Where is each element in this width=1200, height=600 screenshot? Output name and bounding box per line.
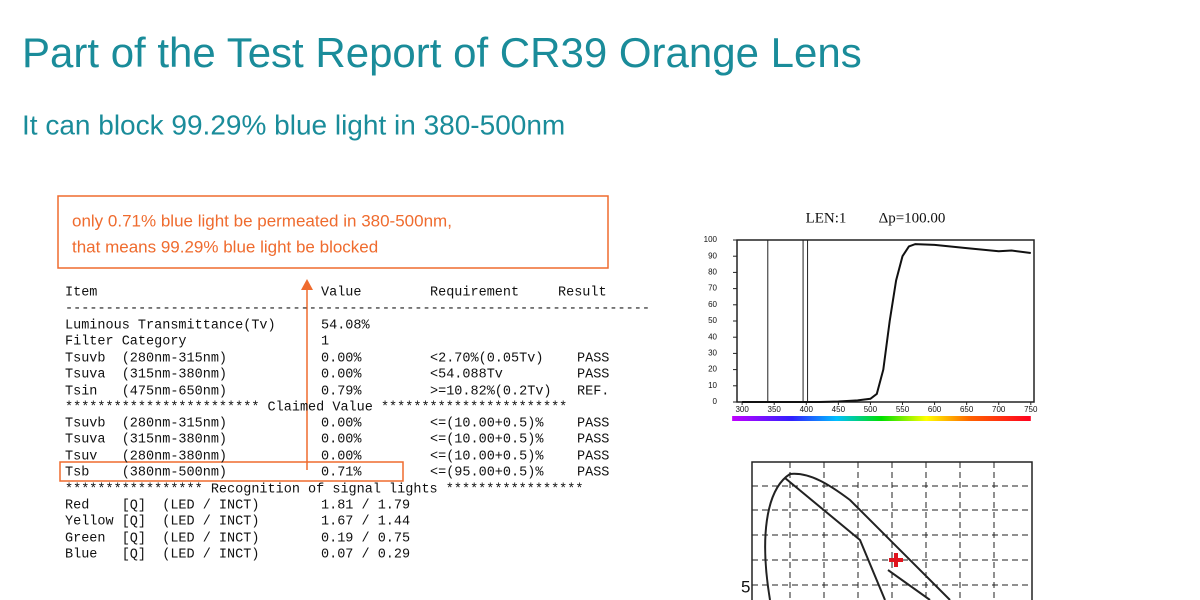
- chart-title: LEN:1: [806, 210, 847, 226]
- cell-item: Yellow [Q] (LED / INCT): [65, 515, 259, 530]
- y-tick-label: 50: [708, 316, 717, 325]
- y-tick-label: 100: [704, 235, 718, 244]
- y-tick-label: 70: [708, 284, 717, 293]
- x-tick-label: 350: [768, 405, 782, 414]
- cell-item: Green [Q] (LED / INCT): [65, 532, 259, 547]
- cell-item: Blue [Q] (LED / INCT): [65, 548, 259, 563]
- cell-requirement: <=(10.00+0.5)%: [430, 417, 544, 432]
- cell-result: PASS: [577, 352, 609, 367]
- cell-result: PASS: [577, 466, 609, 481]
- x-tick-label: 700: [992, 405, 1006, 414]
- cell-item: Tsuvb (280nm-315nm): [65, 352, 227, 367]
- cell-requirement: <=(10.00+0.5)%: [430, 433, 544, 448]
- cell-value: 0.00%: [321, 450, 362, 465]
- marker: [889, 553, 903, 567]
- cell-value: 0.79%: [321, 385, 362, 400]
- cell-item: Tsuvb (280nm-315nm): [65, 417, 227, 432]
- cell-requirement: <=(95.00+0.5)%: [430, 466, 544, 481]
- cell-value: 0.00%: [321, 368, 362, 383]
- y-tick-label: 80: [708, 268, 717, 277]
- x-tick-label: 400: [800, 405, 814, 414]
- cell-item: Tsb (380nm-500nm): [65, 466, 227, 481]
- cell-result: REF.: [577, 385, 609, 400]
- arrow-head: [301, 279, 313, 290]
- cell-result: PASS: [577, 417, 609, 432]
- diagram-label: 5: [741, 577, 750, 596]
- x-tick-label: 500: [864, 405, 878, 414]
- y-tick-label: 60: [708, 300, 717, 309]
- cell-item: Luminous Transmittance(Tv): [65, 319, 276, 334]
- y-tick-label: 40: [708, 332, 717, 341]
- title: Part of the Test Report of CR39 Orange L…: [22, 29, 862, 76]
- cell-value: 0.00%: [321, 352, 362, 367]
- callout-line: only 0.71% blue light be permeated in 38…: [72, 211, 452, 230]
- chromaticity-diagram: [751, 461, 1033, 600]
- y-tick-label: 0: [713, 397, 718, 406]
- callout-box: [57, 195, 609, 269]
- y-tick-label: 90: [708, 251, 717, 260]
- cell-result: PASS: [577, 368, 609, 383]
- cell-requirement: <=(10.00+0.5)%: [430, 450, 544, 465]
- divider: ***************** Recognition of signal …: [65, 483, 583, 498]
- cell-value: 0.71%: [321, 466, 362, 481]
- report: Item Value Requirement Result--------------…: [65, 286, 650, 563]
- cell-result: PASS: [577, 450, 609, 465]
- column-header: Item: [65, 286, 97, 301]
- column-header: Requirement: [430, 286, 519, 301]
- cell-value: 1.81 / 1.79: [321, 499, 410, 514]
- cell-result: PASS: [577, 433, 609, 448]
- chart-subtitle: Δp=100.00: [879, 210, 946, 226]
- cell-item: Red [Q] (LED / INCT): [65, 499, 259, 514]
- cell-item: Tsin (475nm-650nm): [65, 385, 227, 400]
- cell-requirement: <2.70%(0.05Tv): [430, 352, 543, 367]
- x-tick-label: 600: [928, 405, 942, 414]
- spectrum-bar: [732, 416, 1031, 421]
- x-tick-label: 650: [960, 405, 974, 414]
- y-tick-label: 10: [708, 381, 717, 390]
- cell-requirement: >=10.82%(0.2Tv): [430, 385, 552, 400]
- cell-value: 1: [321, 335, 329, 350]
- plot-frame: [736, 239, 1035, 403]
- x-tick-label: 550: [896, 405, 910, 414]
- y-tick-label: 20: [708, 365, 717, 374]
- callout-line: that means 99.29% blue light be blocked: [72, 237, 378, 256]
- divider: ************************ Claimed Value *…: [65, 401, 567, 416]
- cell-value: 54.08%: [321, 319, 371, 334]
- cell-item: Tsuv (280nm-380nm): [65, 450, 227, 465]
- column-header: Result: [558, 286, 607, 301]
- x-tick-label: 450: [832, 405, 846, 414]
- cell-value: 1.67 / 1.44: [321, 515, 410, 530]
- subtitle: It can block 99.29% blue light in 380-50…: [22, 109, 565, 140]
- transmittance-curve: [742, 243, 1031, 403]
- cell-item: Tsuva (315nm-380nm): [65, 368, 227, 383]
- cell-item: Filter Category: [65, 335, 187, 350]
- cell-value: 0.07 / 0.29: [321, 548, 410, 563]
- cell-requirement: <54.088Tv: [430, 368, 503, 383]
- spectrum-chart: LEN:1 Δp=100.00 0 10 20 30 40 50 60 70 80 90 100 300 3…: [704, 210, 1038, 421]
- cell-item: Tsuva (315nm-380nm): [65, 433, 227, 448]
- cell-value: 0.00%: [321, 417, 362, 432]
- column-header: Value: [321, 286, 362, 301]
- x-tick-label: 750: [1024, 405, 1038, 414]
- x-tick-label: 300: [735, 405, 749, 414]
- y-tick-label: 30: [708, 349, 717, 358]
- cell-value: 0.00%: [321, 433, 362, 448]
- cell-value: 0.19 / 0.75: [321, 532, 410, 547]
- separator: ----------------------------------------…: [65, 302, 650, 317]
- highlight-box: [59, 461, 404, 482]
